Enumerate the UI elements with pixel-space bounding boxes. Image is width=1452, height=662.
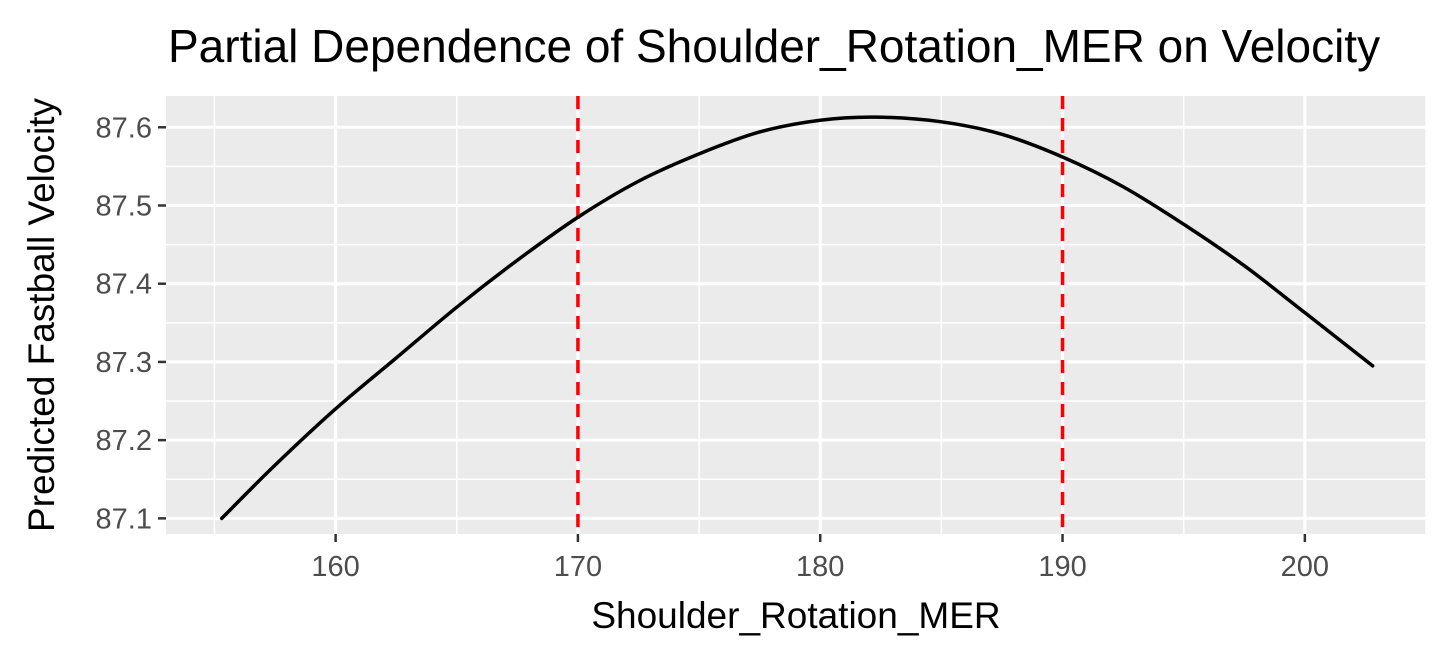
reference-lines (576, 96, 1065, 534)
y-tick-label: 87.6 (96, 112, 152, 144)
x-tick-label: 160 (311, 551, 359, 583)
y-tick-label: 87.5 (96, 191, 152, 223)
x-tick-label: 170 (554, 551, 602, 583)
y-tick-label: 87.1 (96, 503, 152, 535)
y-tick-label: 87.3 (96, 347, 152, 379)
y-axis-title: Predicted Fastball Velocity (21, 98, 62, 532)
grid-lines (166, 96, 1427, 534)
y-tick-label: 87.4 (96, 269, 152, 301)
y-tick-label: 87.2 (96, 425, 152, 457)
chart-title: Partial Dependence of Shoulder_Rotation_… (168, 20, 1380, 72)
axes: 160 170 180 190 200 87.1 87.2 87.3 87.4 87.5 87.6 (96, 112, 1329, 583)
plot-panel (166, 96, 1426, 534)
x-tick-label: 180 (796, 551, 844, 583)
x-tick-label: 190 (1038, 551, 1086, 583)
series-layer (219, 115, 1375, 521)
x-axis-title: Shoulder_Rotation_MER (591, 595, 1000, 636)
x-tick-label: 200 (1281, 551, 1329, 583)
series-line (219, 115, 1375, 521)
